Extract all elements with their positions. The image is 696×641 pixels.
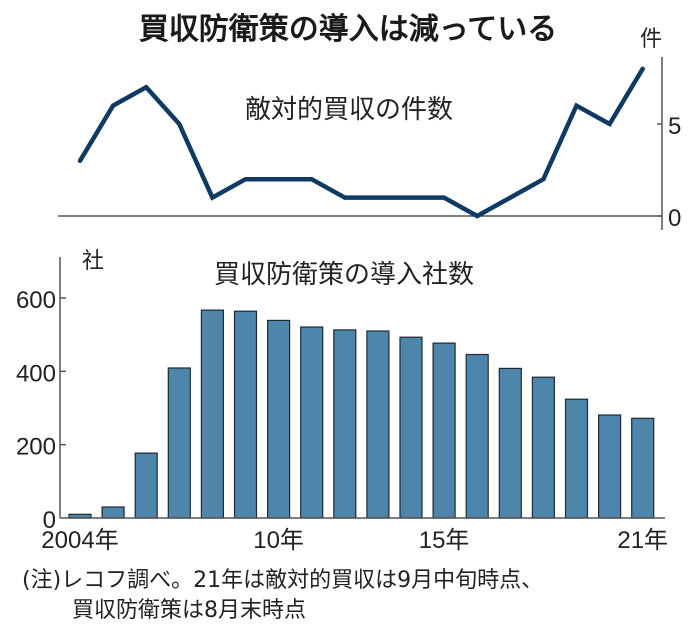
chart-title: 買収防衛策の導入は減っている xyxy=(138,12,558,47)
bar-2008 xyxy=(200,309,224,519)
bar-x-tick-label: 15年 xyxy=(419,527,470,554)
defense-measures-bar-chart: 社 買収防衛策の導入社数 0 200 400 600 2004年 10年 15年 21年 xyxy=(16,248,668,554)
line-y-tick-label: 5 xyxy=(668,113,681,140)
hostile-takeover-line-chart: 05 件 敵対的買収の件数 xyxy=(58,26,681,232)
hostile-takeover-series-line xyxy=(77,66,645,219)
line-chart-unit-label: 件 xyxy=(640,26,662,51)
bar-y-tick-label: 600 xyxy=(16,287,56,314)
bar-chart-series-label: 買収防衛策の導入社数 xyxy=(214,259,474,289)
bar-2016 xyxy=(465,353,489,519)
footnote-line-1: (注)レコフ調べ。21年は敵対的買収は9月中旬時点、 xyxy=(22,568,544,593)
bar-2015 xyxy=(432,342,456,519)
line-y-tick-label: 0 xyxy=(668,205,681,232)
bar-2011 xyxy=(300,326,324,519)
bar-2018 xyxy=(531,376,556,519)
line-chart-series-label: 敵対的買収の件数 xyxy=(245,94,453,124)
bar-series xyxy=(68,309,655,519)
bar-2020 xyxy=(597,414,622,519)
bar-x-tick-label: 2004年 xyxy=(41,527,118,554)
bar-y-tick-label: 200 xyxy=(16,434,56,461)
footnote: (注)レコフ調べ。21年は敵対的買収は9月中旬時点、 買収防衛策は8月末時点 xyxy=(22,566,543,626)
bar-y-tick-label: 400 xyxy=(16,360,56,387)
bar-x-tick-label: 10年 xyxy=(253,527,304,554)
bar-2006 xyxy=(134,452,158,519)
footnote-line-2: 買収防衛策は8月末時点 xyxy=(72,598,306,623)
bar-2009 xyxy=(233,310,258,519)
bar-chart-x-ticks: 2004年 10年 15年 21年 xyxy=(41,527,668,554)
line-chart-y-ticks: 05 xyxy=(657,113,681,232)
bar-chart-unit-label: 社 xyxy=(82,248,104,273)
bar-2005 xyxy=(101,506,125,519)
bar-2012 xyxy=(333,329,357,519)
bar-chart-y-ticks: 0 200 400 600 xyxy=(16,287,66,534)
bar-2013 xyxy=(366,330,390,519)
bar-2007 xyxy=(167,367,191,519)
bar-2019 xyxy=(564,398,589,519)
bar-2017 xyxy=(498,367,522,519)
bar-2014 xyxy=(399,336,423,519)
bar-x-tick-label: 21年 xyxy=(617,527,668,554)
bar-2021 xyxy=(631,417,655,519)
bar-2010 xyxy=(267,319,291,519)
bar-y-tick-label: 0 xyxy=(43,507,56,534)
